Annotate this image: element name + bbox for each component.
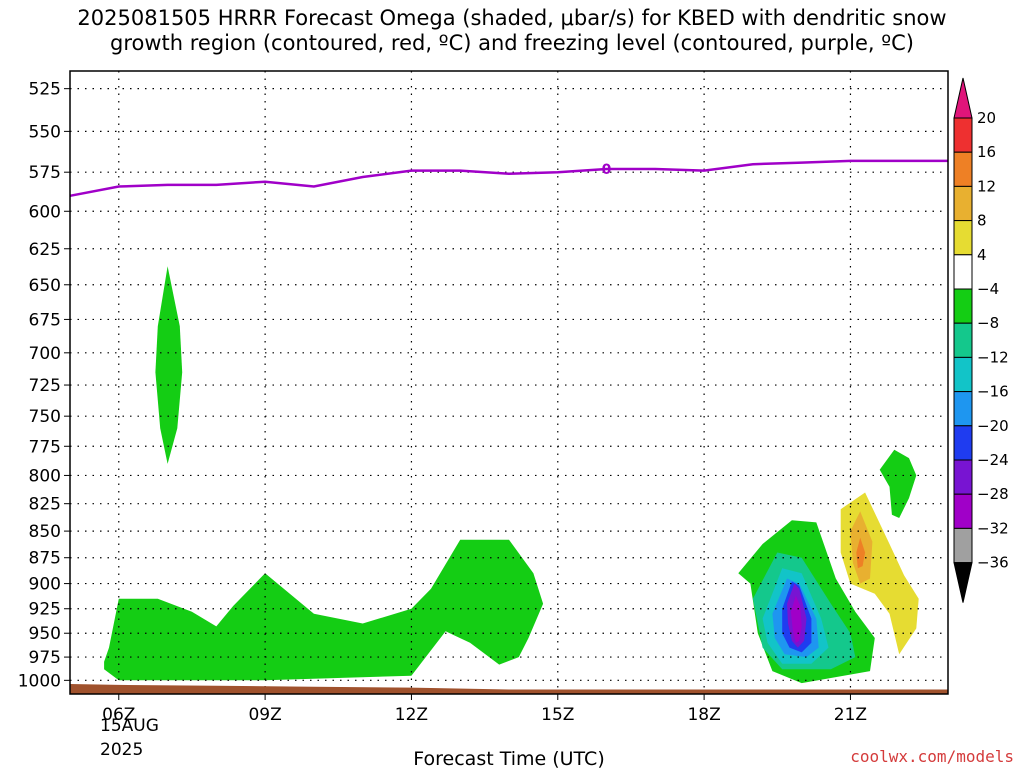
credit-text: coolwx.com/models: [850, 747, 1014, 766]
freezing-level-line: [69, 159, 948, 198]
y-tick-label: 900: [29, 575, 61, 595]
y-tick-label: 575: [29, 163, 61, 183]
y-axis: 525 550 575 600 625 650 675 700 725 750 775 800 825 8…: [18, 80, 70, 691]
colorbar-band: [953, 459, 973, 495]
colorbar: 20 16 12 8 4 −4 −8 −12 −16 −20 −24 −28 −32 −36: [953, 77, 1009, 603]
colorbar-band: [953, 425, 973, 461]
surface-band: [70, 684, 948, 694]
colorbar-band: [953, 117, 973, 153]
colorbar-label: −20: [977, 417, 1009, 435]
x-date-label-year: 2025: [100, 740, 143, 760]
title-line-2: growth region (contoured, red, ºC) and f…: [110, 31, 914, 55]
y-tick-label: 775: [29, 437, 61, 457]
omega-region-ascent-0700z: [155, 266, 183, 464]
colorbar-label: 8: [977, 212, 987, 230]
omega-region-ascent-2200z: [879, 449, 917, 518]
x-tick-label: 09Z: [248, 705, 281, 725]
y-tick-label: 675: [29, 310, 61, 330]
colorbar-band: [953, 322, 973, 358]
omega-region-ascent-low-morning: [104, 539, 544, 681]
omega-shading-layer: [104, 266, 919, 684]
title-line-1: 2025081505 HRRR Forecast Omega (shaded, …: [77, 6, 947, 30]
colorbar-band: [953, 151, 973, 187]
freezing-level-label: 0: [602, 162, 612, 178]
colorbar-band: [953, 254, 973, 290]
colorbar-label: 4: [977, 246, 987, 264]
colorbar-label: 12: [977, 177, 996, 195]
x-tick-label: 15Z: [541, 705, 574, 725]
x-tick-label: 21Z: [834, 705, 867, 725]
x-date-label-day: 15AUG: [100, 716, 159, 736]
freezing-level-layer: 0: [69, 159, 948, 198]
colorbar-label: 20: [977, 109, 996, 127]
colorbar-bottom-triangle: [953, 562, 973, 603]
colorbar-label: −24: [977, 451, 1009, 469]
y-tick-label: 1000: [18, 671, 61, 691]
x-tick-label: 12Z: [395, 705, 428, 725]
colorbar-band: [953, 493, 973, 529]
colorbar-band: [953, 391, 973, 427]
y-tick-label: 800: [29, 466, 61, 486]
colorbar-label: −36: [977, 554, 1009, 572]
colorbar-band: [953, 220, 973, 256]
colorbar-band: [953, 185, 973, 222]
x-axis-title: Forecast Time (UTC): [413, 748, 604, 768]
colorbar-label: −32: [977, 519, 1009, 537]
colorbar-band: [953, 288, 973, 324]
colorbar-label: −16: [977, 383, 1009, 401]
surface-layer: [70, 684, 948, 694]
chart-title: 2025081505 HRRR Forecast Omega (shaded, …: [0, 6, 1024, 56]
colorbar-label: −28: [977, 485, 1009, 503]
y-tick-label: 750: [29, 407, 61, 427]
y-tick-label: 650: [29, 276, 61, 296]
y-tick-label: 600: [29, 202, 61, 222]
y-tick-label: 925: [29, 600, 61, 620]
y-tick-label: 875: [29, 549, 61, 569]
y-tick-label: 950: [29, 624, 61, 644]
y-tick-label: 550: [29, 122, 61, 142]
colorbar-top-triangle: [953, 77, 973, 119]
y-tick-label: 725: [29, 376, 61, 396]
colorbar-label: −12: [977, 348, 1009, 366]
colorbar-band: [953, 356, 973, 393]
plot-frame: [69, 70, 949, 695]
x-tick-label: 18Z: [687, 705, 720, 725]
y-tick-label: 850: [29, 522, 61, 542]
x-axis: 06Z 09Z 12Z 15Z 18Z 21Z: [102, 694, 867, 725]
y-tick-label: 700: [29, 344, 61, 364]
omega-region-descent-2100z-p12: [856, 537, 866, 569]
colorbar-label: −4: [977, 280, 999, 298]
y-tick-label: 975: [29, 648, 61, 668]
colorbar-label: 16: [977, 143, 996, 161]
omega-region-ascent-2000z-m28: [790, 595, 802, 643]
y-tick-label: 625: [29, 240, 61, 260]
y-tick-label: 525: [29, 80, 61, 100]
x-tick-label: 06Z: [102, 705, 135, 725]
y-tick-label: 825: [29, 495, 61, 515]
colorbar-label: −8: [977, 314, 999, 332]
colorbar-band: [953, 527, 973, 564]
